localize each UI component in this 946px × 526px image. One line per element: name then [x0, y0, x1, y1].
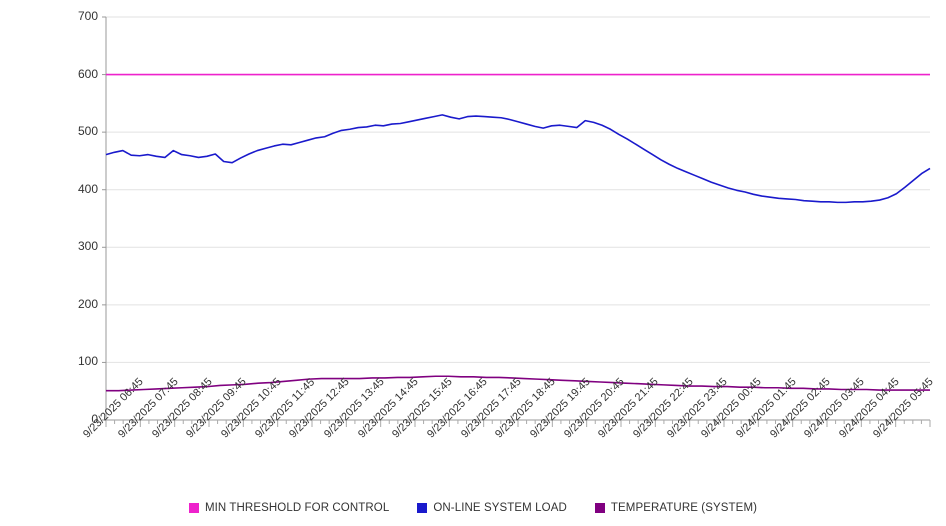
y-axis-tick-label: 600 — [77, 66, 98, 81]
series-line — [106, 375, 930, 392]
axis-lines — [102, 16, 930, 421]
y-axis-tick-label: 700 — [77, 9, 98, 23]
legend-item[interactable]: MIN THRESHOLD FOR CONTROL — [188, 502, 390, 514]
x-axis-ticks — [105, 420, 931, 427]
legend-item[interactable]: ON-LINE SYSTEM LOAD — [417, 502, 567, 514]
y-axis-tick-label: 100 — [77, 354, 98, 369]
y-axis-tick-label: 500 — [77, 124, 98, 139]
series-line — [105, 114, 931, 204]
legend-item[interactable]: TEMPERATURE (SYSTEM) — [594, 502, 758, 514]
legend-item-label: MIN THRESHOLD FOR CONTROL — [204, 502, 390, 514]
legend-item-label: TEMPERATURE (SYSTEM) — [610, 502, 758, 514]
legend-item-label: ON-LINE SYSTEM LOAD — [433, 502, 567, 514]
gridlines — [106, 16, 930, 421]
y-axis-tick-label: 0 — [91, 412, 98, 426]
y-axis-tick-label: 400 — [77, 181, 98, 196]
legend-swatch-icon — [188, 503, 199, 513]
series-lines — [105, 73, 931, 392]
legend-swatch-icon — [417, 503, 428, 513]
y-axis-tick-label: 300 — [77, 239, 98, 254]
legend-swatch-icon — [594, 503, 605, 513]
chart-legend: MIN THRESHOLD FOR CONTROL ON-LINE SYSTEM … — [0, 496, 946, 520]
y-axis-tick-label: 200 — [77, 296, 98, 311]
